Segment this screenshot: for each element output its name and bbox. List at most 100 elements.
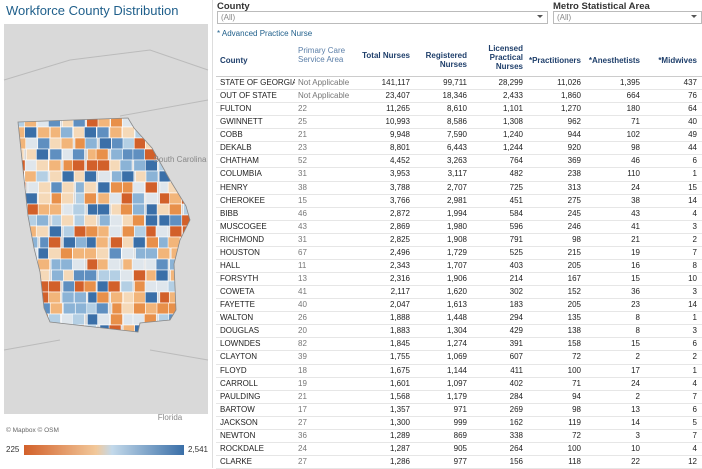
filter-dropdown[interactable]: (All) xyxy=(217,11,548,24)
county-shape[interactable] xyxy=(49,225,62,238)
county-shape[interactable] xyxy=(97,313,110,326)
county-shape[interactable] xyxy=(109,214,123,227)
county-shape[interactable] xyxy=(121,247,135,260)
county-shape[interactable] xyxy=(61,170,75,183)
county-shape[interactable] xyxy=(73,126,86,139)
county-shape[interactable] xyxy=(60,126,73,139)
county-shape[interactable] xyxy=(62,280,76,293)
county-shape[interactable] xyxy=(37,203,51,216)
county-shape[interactable] xyxy=(27,181,41,194)
county-shape[interactable] xyxy=(133,291,146,304)
county-shape[interactable] xyxy=(49,302,63,315)
county-shape[interactable] xyxy=(75,236,88,249)
county-shape[interactable] xyxy=(157,247,171,260)
county-shape[interactable] xyxy=(155,225,169,238)
county-shape[interactable] xyxy=(72,159,85,172)
county-shape[interactable] xyxy=(72,247,85,260)
county-shape[interactable] xyxy=(155,258,169,271)
county-shape[interactable] xyxy=(95,236,109,249)
county-shape[interactable] xyxy=(72,148,85,161)
county-shape[interactable] xyxy=(120,269,133,282)
county-shape[interactable] xyxy=(169,214,183,227)
county-shape[interactable] xyxy=(133,159,147,172)
county-shape[interactable] xyxy=(145,247,158,260)
county-shape[interactable] xyxy=(61,291,75,304)
county-shape[interactable] xyxy=(95,302,109,315)
county-shape[interactable] xyxy=(63,236,76,249)
county-shape[interactable] xyxy=(109,192,122,205)
county-shape[interactable] xyxy=(121,170,135,183)
county-shape[interactable] xyxy=(25,137,39,150)
county-shape[interactable] xyxy=(49,137,63,150)
county-shape[interactable] xyxy=(84,137,98,150)
county-shape[interactable] xyxy=(156,280,169,293)
county-shape[interactable] xyxy=(96,247,109,260)
county-shape[interactable] xyxy=(38,192,51,205)
county-shape[interactable] xyxy=(134,280,147,293)
county-shape[interactable] xyxy=(51,269,64,282)
county-shape[interactable] xyxy=(169,225,183,238)
county-shape[interactable] xyxy=(72,203,86,216)
county-shape[interactable] xyxy=(61,214,74,227)
county-shape[interactable] xyxy=(24,126,37,139)
county-shape[interactable] xyxy=(144,291,158,304)
county-shape[interactable] xyxy=(36,214,49,227)
county-shape[interactable] xyxy=(49,203,62,216)
county-shape[interactable] xyxy=(24,192,38,205)
county-shape[interactable] xyxy=(48,159,62,172)
county-shape[interactable] xyxy=(96,126,110,139)
county-shape[interactable] xyxy=(84,192,97,205)
county-shape[interactable] xyxy=(60,258,74,271)
county-shape[interactable] xyxy=(35,159,49,172)
county-shape[interactable] xyxy=(158,214,172,227)
county-shape[interactable] xyxy=(74,291,87,304)
county-shape[interactable] xyxy=(95,148,109,161)
county-shape[interactable] xyxy=(61,192,74,205)
county-shape[interactable] xyxy=(134,225,147,238)
county-shape[interactable] xyxy=(131,192,145,205)
county-shape[interactable] xyxy=(27,203,40,216)
county-shape[interactable] xyxy=(120,280,134,293)
county-shape[interactable] xyxy=(50,181,64,194)
county-shape[interactable] xyxy=(110,291,123,304)
county-shape[interactable] xyxy=(84,269,97,282)
county-shape[interactable] xyxy=(156,302,170,315)
filter-dropdown[interactable]: (All) xyxy=(553,11,702,24)
county-shape[interactable] xyxy=(99,214,112,227)
county-shape[interactable] xyxy=(97,181,111,194)
county-shape[interactable] xyxy=(132,203,145,216)
county-shape[interactable] xyxy=(73,225,87,238)
county-shape[interactable] xyxy=(83,181,97,194)
county-shape[interactable] xyxy=(145,302,158,315)
county-shape[interactable] xyxy=(84,170,97,183)
county-shape[interactable] xyxy=(144,181,158,194)
county-shape[interactable] xyxy=(156,203,170,216)
county-shape[interactable] xyxy=(146,203,159,216)
county-shape[interactable] xyxy=(132,148,146,161)
county-shape[interactable] xyxy=(133,302,146,315)
county-shape[interactable] xyxy=(48,291,61,304)
county-shape[interactable] xyxy=(120,203,133,216)
county-shape[interactable] xyxy=(60,137,74,150)
county-shape[interactable] xyxy=(121,192,134,205)
county-shape[interactable] xyxy=(97,203,110,216)
county-shape[interactable] xyxy=(49,148,63,161)
county-shape[interactable] xyxy=(48,236,61,249)
county-shape[interactable] xyxy=(168,203,182,216)
county-shape[interactable] xyxy=(48,280,61,293)
county-shape[interactable] xyxy=(110,236,123,249)
county-shape[interactable] xyxy=(97,269,111,282)
county-shape[interactable] xyxy=(110,148,124,161)
county-shape[interactable] xyxy=(48,247,61,260)
county-shape[interactable] xyxy=(144,280,158,293)
county-shape[interactable] xyxy=(37,137,51,150)
county-shape[interactable] xyxy=(119,159,133,172)
county-shape[interactable] xyxy=(99,137,112,150)
county-shape[interactable] xyxy=(85,225,99,238)
county-shape[interactable] xyxy=(35,225,49,238)
county-shape[interactable] xyxy=(84,126,97,139)
county-shape[interactable] xyxy=(72,258,85,271)
county-shape[interactable] xyxy=(35,170,49,183)
county-shape[interactable] xyxy=(38,181,51,194)
county-shape[interactable] xyxy=(98,170,111,183)
